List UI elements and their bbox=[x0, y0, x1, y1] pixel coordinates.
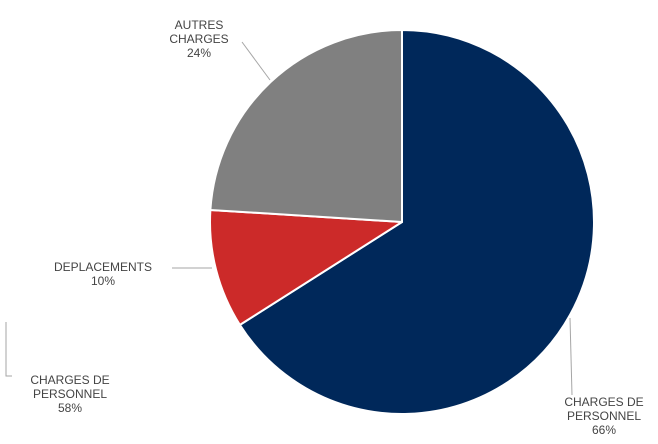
fragment-category-label-charges-de-personnel: PERSONNEL bbox=[33, 387, 107, 401]
slice-value-label-deplacements: 10% bbox=[91, 274, 115, 288]
slice-category-label-deplacements: DEPLACEMENTS bbox=[54, 260, 152, 274]
leader-lines-layer bbox=[5, 41, 573, 396]
slice-category-label-charges-de-personnel: CHARGES DE bbox=[564, 395, 643, 409]
slice-category-label-autres-charges: CHARGES bbox=[169, 32, 228, 46]
pie-slice-charges-de-personnel bbox=[238, 29, 595, 415]
fragment-leader-line-charges-de-personnel bbox=[5, 322, 12, 377]
leader-line-charges-de-personnel bbox=[569, 317, 573, 396]
slice-category-label-autres-charges: AUTRES bbox=[175, 18, 224, 32]
slices-layer bbox=[209, 29, 595, 415]
slice-value-label-charges-de-personnel: 66% bbox=[592, 423, 616, 437]
fragment-value-label-charges-de-personnel: 58% bbox=[58, 401, 82, 415]
slice-category-label-charges-de-personnel: PERSONNEL bbox=[567, 409, 641, 423]
slice-value-label-autres-charges: 24% bbox=[187, 46, 211, 60]
fragment-category-label-charges-de-personnel: CHARGES DE bbox=[30, 373, 109, 387]
pie-slice-autres-charges bbox=[209, 29, 403, 223]
labels-layer: CHARGES DEPERSONNEL66%DEPLACEMENTS10%AUT… bbox=[30, 18, 643, 437]
pie-slice-deplacements bbox=[209, 208, 403, 326]
leader-line-autres-charges bbox=[241, 41, 271, 81]
